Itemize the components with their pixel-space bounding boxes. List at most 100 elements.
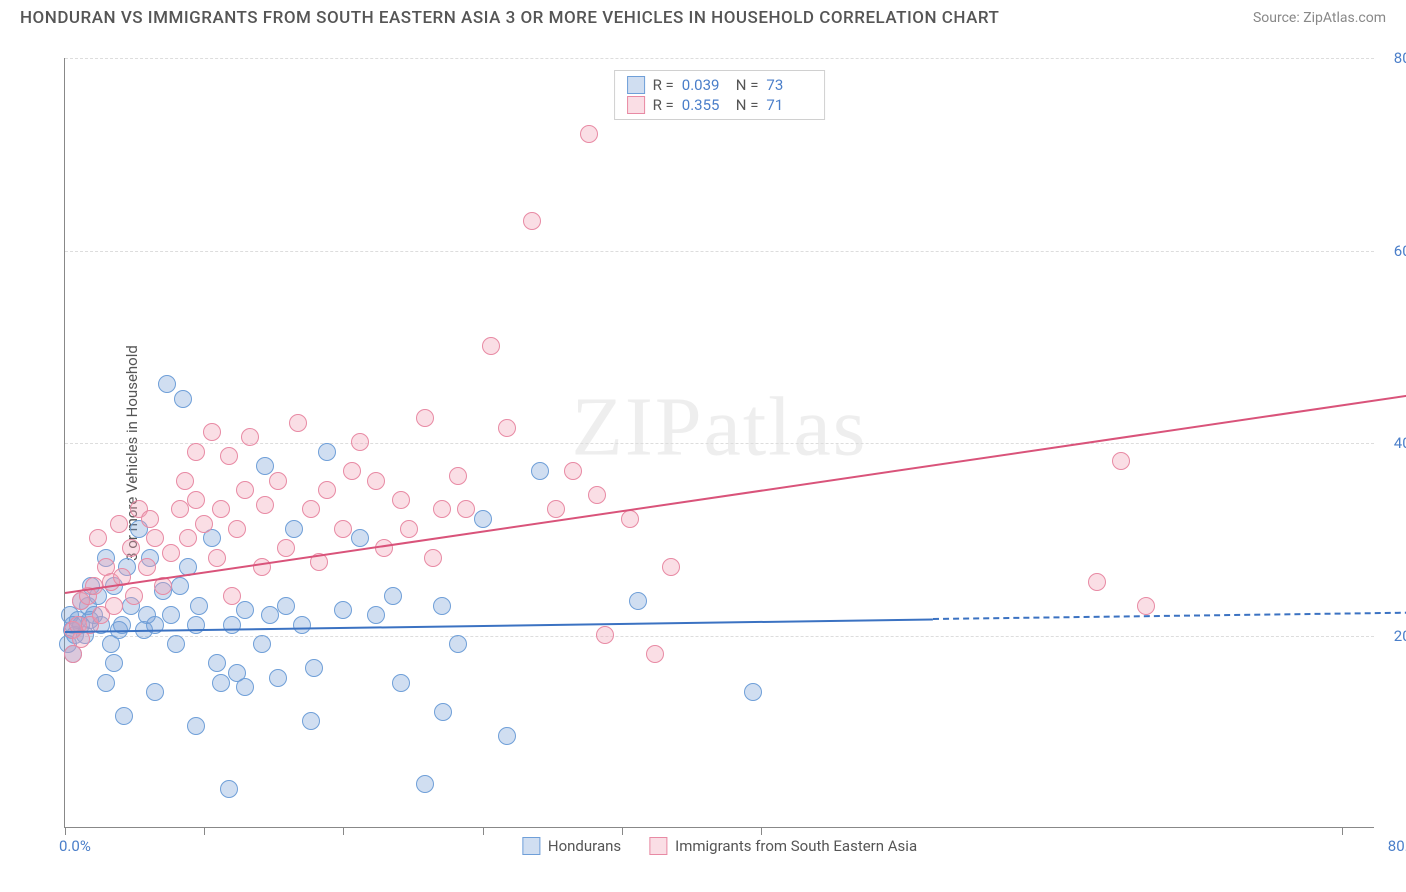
scatter-point xyxy=(434,703,452,721)
scatter-point xyxy=(105,654,123,672)
scatter-point xyxy=(125,587,143,605)
scatter-point xyxy=(212,674,230,692)
scatter-point xyxy=(158,375,176,393)
legend-row: R =0.355N =71 xyxy=(627,95,813,115)
scatter-point xyxy=(302,712,320,730)
scatter-point xyxy=(110,515,128,533)
gridline xyxy=(65,443,1374,444)
scatter-point xyxy=(1088,573,1106,591)
x-tick xyxy=(761,827,762,835)
gridline xyxy=(65,58,1374,59)
legend-swatch xyxy=(627,76,645,94)
scatter-point xyxy=(474,510,492,528)
scatter-point xyxy=(208,549,226,567)
scatter-point xyxy=(588,486,606,504)
scatter-point xyxy=(367,606,385,624)
scatter-point xyxy=(220,447,238,465)
scatter-point xyxy=(171,500,189,518)
y-tick-label: 40.0% xyxy=(1394,434,1406,452)
scatter-point xyxy=(384,587,402,605)
watermark-text: ZIPatlas xyxy=(572,379,868,476)
legend-series-name: Hondurans xyxy=(548,837,621,855)
x-tick xyxy=(65,827,66,835)
scatter-point xyxy=(564,462,582,480)
trendline-dashed xyxy=(933,611,1406,620)
chart-container: 3 or more Vehicles in Household ZIPatlas… xyxy=(50,48,1390,858)
legend-n-value: 71 xyxy=(766,96,812,114)
x-axis-max-label: 80.0% xyxy=(1388,837,1406,855)
scatter-point xyxy=(174,390,192,408)
scatter-point xyxy=(253,635,271,653)
scatter-point xyxy=(449,635,467,653)
scatter-point xyxy=(424,549,442,567)
scatter-point xyxy=(195,515,213,533)
scatter-point xyxy=(305,659,323,677)
scatter-point xyxy=(318,481,336,499)
legend-r-label: R = xyxy=(653,96,674,114)
scatter-point xyxy=(400,520,418,538)
scatter-point xyxy=(223,587,241,605)
scatter-point xyxy=(1137,597,1155,615)
x-tick xyxy=(204,827,205,835)
scatter-point xyxy=(179,529,197,547)
scatter-point xyxy=(285,520,303,538)
scatter-point xyxy=(256,457,274,475)
scatter-point xyxy=(115,707,133,725)
y-tick-label: 20.0% xyxy=(1394,627,1406,645)
scatter-point xyxy=(293,616,311,634)
x-axis-min-label: 0.0% xyxy=(59,837,91,855)
scatter-point xyxy=(190,597,208,615)
scatter-point xyxy=(208,654,226,672)
y-tick-label: 60.0% xyxy=(1394,242,1406,260)
scatter-point xyxy=(236,601,254,619)
scatter-point xyxy=(580,125,598,143)
scatter-point xyxy=(351,433,369,451)
scatter-point xyxy=(433,500,451,518)
plot-area: ZIPatlas R =0.039N =73R =0.355N =71 Hond… xyxy=(64,58,1374,828)
x-tick xyxy=(622,827,623,835)
scatter-point xyxy=(212,500,230,518)
scatter-point xyxy=(482,337,500,355)
scatter-point xyxy=(146,529,164,547)
scatter-point xyxy=(187,443,205,461)
legend-swatch xyxy=(627,96,645,114)
scatter-point xyxy=(269,669,287,687)
scatter-point xyxy=(162,544,180,562)
source-attribution: Source: ZipAtlas.com xyxy=(1253,10,1386,26)
series-legend: Hondurans Immigrants from South Eastern A… xyxy=(522,837,917,855)
scatter-point xyxy=(187,491,205,509)
scatter-point xyxy=(351,529,369,547)
scatter-point xyxy=(416,409,434,427)
correlation-legend: R =0.039N =73R =0.355N =71 xyxy=(614,70,826,120)
scatter-point xyxy=(744,683,762,701)
scatter-point xyxy=(277,597,295,615)
legend-r-value: 0.355 xyxy=(682,96,728,114)
scatter-point xyxy=(367,472,385,490)
scatter-point xyxy=(220,780,238,798)
legend-r-label: R = xyxy=(653,76,674,94)
scatter-point xyxy=(498,419,516,437)
scatter-point xyxy=(203,423,221,441)
legend-swatch xyxy=(649,837,667,855)
scatter-point xyxy=(523,212,541,230)
scatter-point xyxy=(302,500,320,518)
chart-title: HONDURAN VS IMMIGRANTS FROM SOUTH EASTER… xyxy=(20,8,999,28)
scatter-point xyxy=(433,597,451,615)
legend-swatch xyxy=(522,837,540,855)
scatter-point xyxy=(334,520,352,538)
scatter-point xyxy=(141,510,159,528)
scatter-point xyxy=(621,510,639,528)
legend-n-label: N = xyxy=(736,76,759,94)
scatter-point xyxy=(334,601,352,619)
scatter-point xyxy=(228,520,246,538)
scatter-point xyxy=(256,496,274,514)
scatter-point xyxy=(162,606,180,624)
x-tick xyxy=(483,827,484,835)
legend-n-value: 73 xyxy=(766,76,812,94)
scatter-point xyxy=(138,558,156,576)
scatter-point xyxy=(167,635,185,653)
scatter-point xyxy=(343,462,361,480)
scatter-point xyxy=(416,775,434,793)
legend-item: Immigrants from South Eastern Asia xyxy=(649,837,917,855)
y-tick-label: 80.0% xyxy=(1394,49,1406,67)
